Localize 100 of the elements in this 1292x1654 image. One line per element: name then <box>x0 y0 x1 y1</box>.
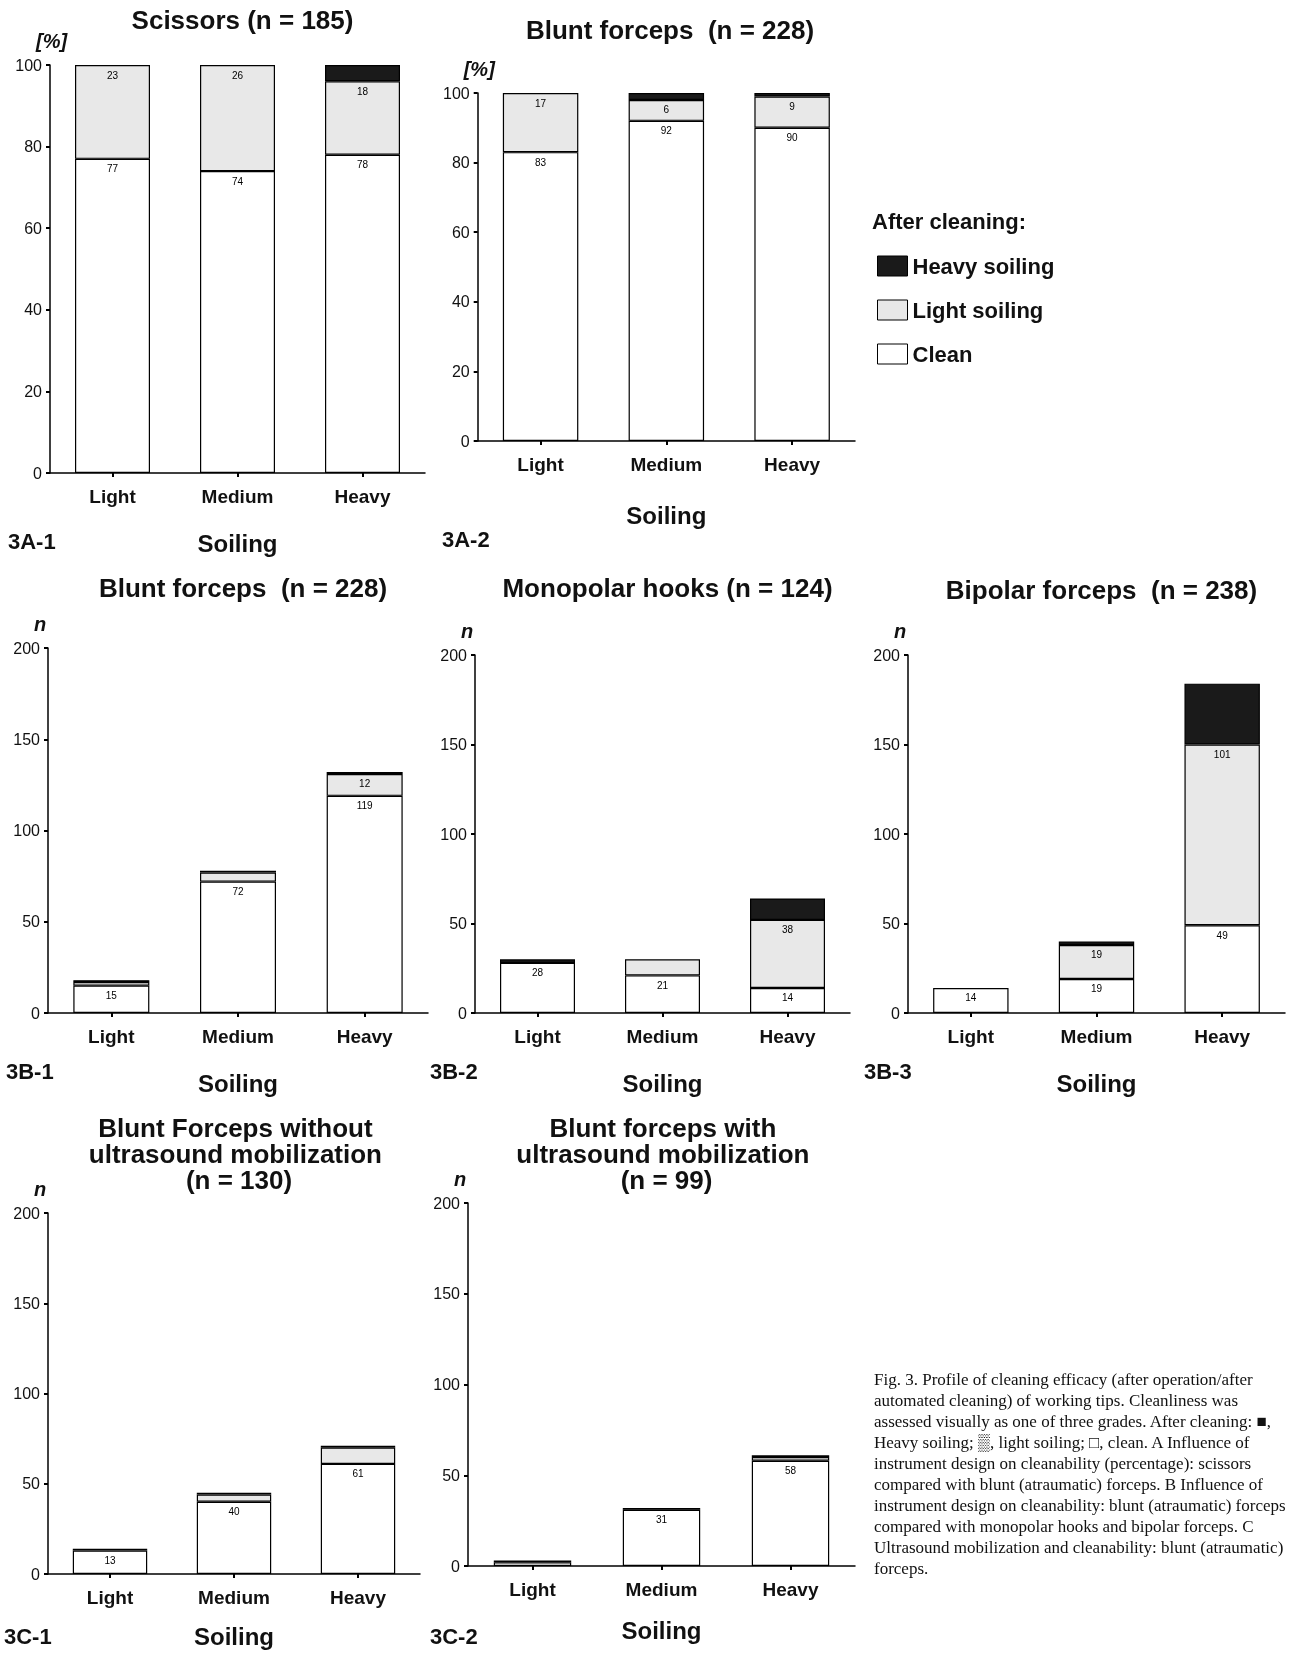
chart-title: Blunt forceps (n = 228) <box>525 15 815 45</box>
y-tick-label: 150 <box>13 730 41 748</box>
y-tick-label: 100 <box>15 56 43 74</box>
y-axis-title: n <box>461 620 474 642</box>
y-axis-title: n <box>454 1168 467 1190</box>
x-tick-label: Medium <box>630 454 703 475</box>
legend-label: Clean <box>912 341 973 367</box>
data-label: 58 <box>784 1465 797 1477</box>
y-tick-label: 0 <box>31 1004 41 1022</box>
x-tick-label: Heavy <box>764 454 821 475</box>
y-tick-label: 200 <box>440 646 468 664</box>
y-tick-label: 50 <box>22 913 41 931</box>
x-tick-label: Heavy <box>759 1026 816 1047</box>
chart-title: Blunt Forceps without ultrasound mobilization (n = 130) <box>88 1113 390 1195</box>
x-tick-label: Medium <box>201 486 274 507</box>
data-label: 49 <box>1216 929 1229 941</box>
x-axis-title: Soiling <box>622 1069 703 1097</box>
data-label: 119 <box>356 800 374 812</box>
data-label: 14 <box>781 992 794 1004</box>
data-label: 77 <box>106 163 119 175</box>
x-tick-label: Light <box>517 454 565 475</box>
y-tick-label: 150 <box>440 736 468 753</box>
y-tick-label: 100 <box>442 84 470 102</box>
x-tick-label: Light <box>514 1026 562 1047</box>
text: 3C-2 <box>430 1623 478 1649</box>
y-tick-label: 20 <box>451 362 470 380</box>
x-axis-title: Soiling <box>621 1616 702 1644</box>
chart-title: Blunt forceps (n = 228) <box>98 573 388 603</box>
legend-title: After cleaning: <box>872 208 1027 234</box>
data-label: 26 <box>231 69 244 81</box>
x-tick-label: Medium <box>198 1587 270 1608</box>
text: 3C-1 <box>4 1623 52 1649</box>
x-tick-label: Heavy <box>330 1587 387 1608</box>
y-tick-label: 60 <box>24 219 43 237</box>
y-tick-label: 50 <box>22 1475 41 1493</box>
text: 3B-2 <box>430 1058 478 1084</box>
y-tick-label: 150 <box>13 1294 41 1312</box>
y-tick-label: 200 <box>433 1194 461 1212</box>
text: 3A-2 <box>442 526 490 552</box>
text: 3A-1 <box>8 528 56 554</box>
y-tick-label: 150 <box>873 736 901 753</box>
y-tick-label: 200 <box>13 1204 41 1222</box>
y-tick-label: 100 <box>873 825 901 843</box>
x-tick-label: Medium <box>625 1579 698 1600</box>
text: 3B-1 <box>6 1058 54 1084</box>
x-tick-label: Heavy <box>334 486 391 507</box>
data-label: 19 <box>1090 949 1103 961</box>
y-tick-label: 50 <box>449 915 468 932</box>
data-label: 28 <box>531 967 544 979</box>
y-tick-label: 0 <box>33 464 43 482</box>
data-label: 12 <box>359 778 371 790</box>
x-axis-title: Soiling <box>194 1622 274 1650</box>
data-label: 13 <box>104 1555 116 1567</box>
data-label: 18 <box>356 85 369 97</box>
x-tick-label: Medium <box>202 1026 274 1047</box>
x-tick-label: Light <box>86 1587 134 1608</box>
x-axis-title: Soiling <box>198 1069 278 1097</box>
y-tick-label: 20 <box>24 382 43 400</box>
data-label: 92 <box>660 125 673 137</box>
y-tick-label: 150 <box>433 1285 461 1303</box>
x-axis-title: Soiling <box>197 529 278 557</box>
y-tick-label: 60 <box>451 223 470 241</box>
x-axis-title: Soiling <box>1056 1069 1137 1097</box>
legend-label: Heavy soiling <box>912 253 1055 279</box>
data-label: 14 <box>965 992 977 1004</box>
y-tick-label: 100 <box>13 822 41 839</box>
chart-title: Bipolar forceps (n = 238) <box>945 575 1258 605</box>
y-tick-label: 100 <box>433 1376 461 1393</box>
y-tick-label: 40 <box>24 301 43 319</box>
y-tick-label: 0 <box>31 1565 41 1583</box>
data-label: 40 <box>228 1506 240 1518</box>
y-axis-title: [%] <box>462 58 497 80</box>
x-tick-label: Heavy <box>336 1026 394 1047</box>
x-tick-label: Light <box>947 1026 995 1047</box>
y-tick-label: 0 <box>451 1557 461 1575</box>
y-tick-label: 0 <box>458 1004 468 1022</box>
y-axis-title: n <box>34 1178 47 1200</box>
y-axis-title: [%] <box>35 30 69 52</box>
data-label: 38 <box>781 924 794 936</box>
y-axis-title: n <box>34 613 47 635</box>
data-label: 6 <box>663 104 670 116</box>
data-label: 90 <box>786 132 799 144</box>
data-label: 31 <box>655 1514 668 1526</box>
data-label: 61 <box>352 1468 364 1480</box>
text: Fig. 3. Profile of cleaning efficacy (after operation/after automated cleaning) of working tips. Cleanliness was assessed visually as one of three grades. After cleaning: ■, Heavy soiling; ▒, light soiling; □, clean. A Influence of instrument design on cleanability (percentage): scissors compared with blunt (atraumatic) forceps. B Influence of instrument design on cleanability: blunt (atraumatic) forceps compared with monopolar hooks and bipolar forceps. C Ultrasound mobilization and cleanability: blunt (atraumatic) forceps. <box>874 1370 1286 1578</box>
y-tick-label: 80 <box>24 138 43 156</box>
data-label: 78 <box>356 159 369 171</box>
data-label: 72 <box>232 886 244 898</box>
y-tick-label: 50 <box>882 915 901 932</box>
y-tick-label: 50 <box>442 1466 461 1484</box>
y-tick-label: 0 <box>460 432 470 450</box>
text: 3B-3 <box>864 1058 912 1084</box>
y-tick-label: 40 <box>451 293 470 311</box>
y-tick-label: 0 <box>891 1004 901 1022</box>
data-label: 9 <box>789 100 796 112</box>
chart-title: Blunt forceps with ultrasound mobilization (n = 99) <box>516 1113 817 1195</box>
x-tick-label: Heavy <box>1194 1026 1251 1047</box>
chart-title: Scissors (n = 185) <box>131 5 354 35</box>
data-label: 23 <box>106 69 119 81</box>
y-tick-label: 200 <box>873 646 901 664</box>
